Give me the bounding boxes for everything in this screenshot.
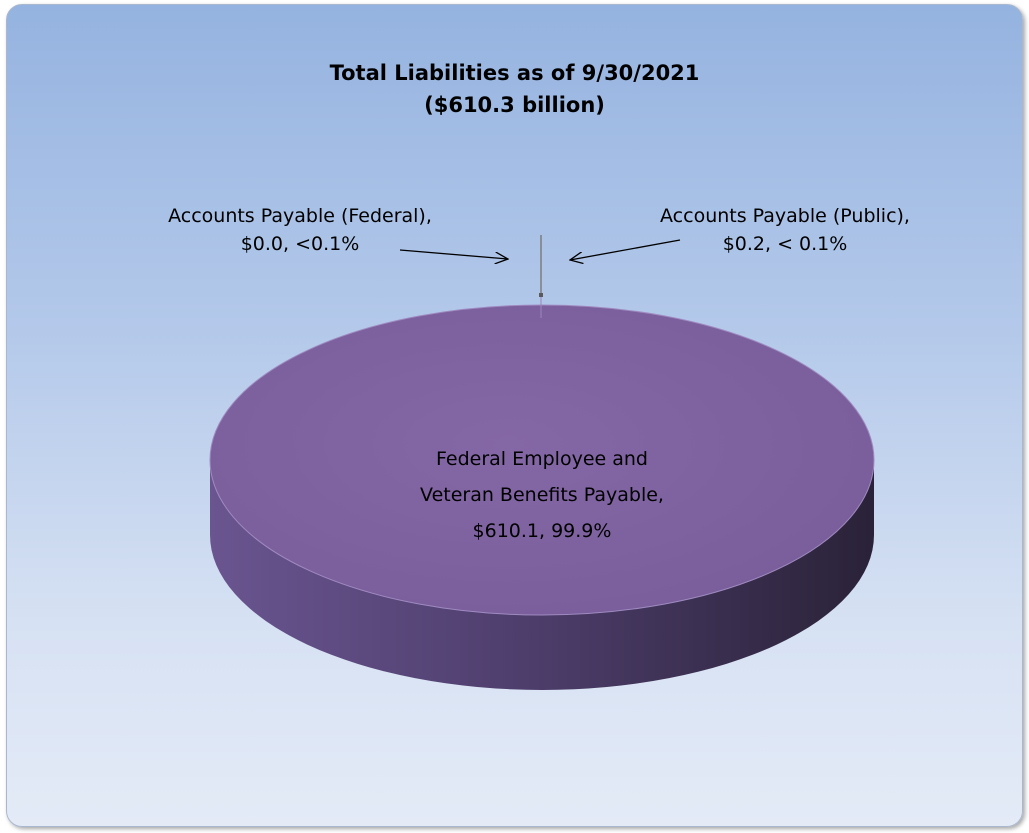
pie-slice-side-benefits [210, 460, 874, 690]
label-benefits-line2: Veteran Benefits Payable, [420, 484, 664, 506]
chart-title: Total Liabilities as of 9/30/2021 [329, 61, 700, 85]
label-public-line1: Accounts Payable (Public), [660, 205, 910, 227]
pie-slice-base-marker [539, 293, 543, 297]
label-public-line2: $0.2, < 0.1% [722, 233, 848, 255]
pie-slice-benefits [209, 304, 875, 616]
label-accounts-payable-federal: Accounts Payable (Federal), $0.0, <0.1% [100, 202, 500, 258]
label-benefits-line1: Federal Employee and [436, 448, 648, 470]
label-benefits-payable: Federal Employee and Veteran Benefits Pa… [342, 441, 742, 549]
leader-arrow-federal [399, 249, 508, 259]
label-benefits-line3: $610.1, 99.9% [472, 520, 612, 542]
label-federal-line1: Accounts Payable (Federal), [168, 205, 432, 227]
label-accounts-payable-public: Accounts Payable (Public), $0.2, < 0.1% [585, 202, 985, 258]
leader-arrow-public [570, 239, 681, 260]
label-federal-line2: $0.0, <0.1% [240, 233, 360, 255]
chart-subtitle: ($610.3 billion) [424, 93, 605, 117]
